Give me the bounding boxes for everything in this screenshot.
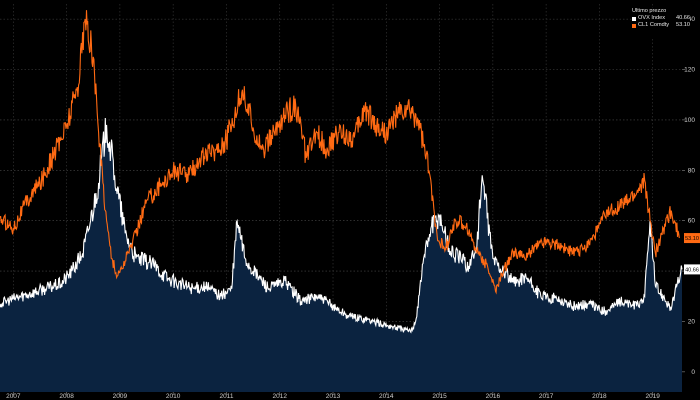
last-value-tag-ovx: [684, 264, 700, 275]
y-tick-label-3: 80: [688, 167, 696, 174]
legend-entry-ovx: OVX Index 40.66: [632, 15, 690, 22]
x-tick-label-2: 2009: [113, 393, 128, 400]
x-tick-label-9: 2016: [486, 393, 501, 400]
legend-swatch-ovx: [632, 16, 636, 21]
legend-label-cl1: CL1 Comdty: [638, 22, 670, 28]
legend-label-ovx: OVX Index: [638, 15, 666, 21]
series-lines: [0, 10, 683, 334]
x-tick-label-6: 2013: [326, 393, 341, 400]
x-tick-label-4: 2011: [219, 393, 233, 400]
legend-swatch-cl1: [632, 23, 636, 28]
x-tick-label-8: 2015: [432, 393, 447, 400]
last-value-text-ovx: 40.66: [685, 267, 699, 273]
y-tick-label-1: 120: [684, 67, 695, 74]
x-tick-label-0: 2007: [6, 393, 21, 400]
ovx-area: [0, 118, 682, 392]
y-tick-label-6: 20: [688, 318, 696, 325]
x-tick-label-12: 2019: [645, 393, 660, 400]
last-value-text-cl1: 53.10: [685, 236, 699, 242]
legend-entry-cl1: CL1 Comdty 53.10: [632, 22, 690, 29]
legend-title: Ultimo prezzo: [632, 8, 667, 14]
x-tick-label-11: 2018: [592, 393, 607, 400]
x-tick-label-5: 2012: [272, 393, 287, 400]
last-value-tag-cl1: [684, 233, 700, 244]
y-tick-label-4: 60: [688, 218, 696, 225]
x-axis-ticks: 2007 2008 2009 2010 2011 2012 2013 2014 2015 2016…: [6, 392, 660, 400]
y-tick-label-7: 0: [691, 369, 695, 376]
x-tick-label-1: 2008: [59, 393, 74, 400]
x-tick-label-7: 2014: [379, 393, 394, 400]
x-tick-label-10: 2017: [539, 393, 554, 400]
last-value-tags: 53.10 40.66: [684, 233, 700, 275]
legend-value-cl1: 53.10: [676, 22, 690, 28]
ovx-line: [0, 117, 683, 334]
cl1-line: [0, 10, 680, 295]
legend-value-ovx: 40.66: [676, 15, 690, 21]
x-tick-label-3: 2010: [166, 393, 181, 400]
y-tick-label-2: 100: [684, 117, 695, 124]
ovx-area-fill: [0, 118, 682, 392]
legend: Ultimo prezzo OVX Index 40.66 CL1 Comdty…: [632, 8, 690, 38]
